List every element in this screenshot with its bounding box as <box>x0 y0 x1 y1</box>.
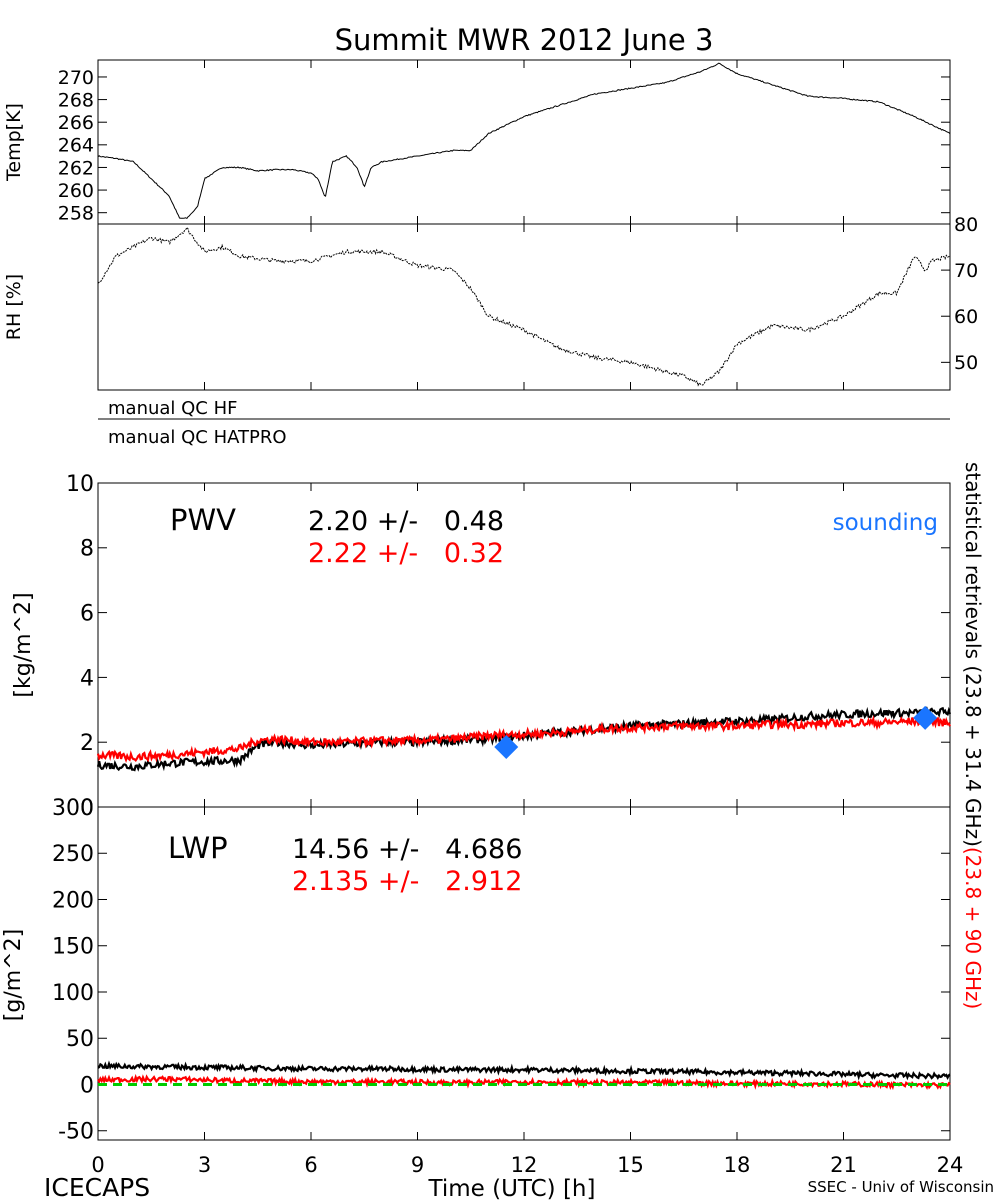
side-label: statistical retrievals (23.8 + 31.4 GHz)… <box>961 462 985 1009</box>
rh-y-tick-label: 70 <box>954 260 978 282</box>
lwp-series-black <box>97 1060 951 1081</box>
lwp-y-tick-label: -50 <box>58 1120 94 1145</box>
temp-y-tick-label: 268 <box>58 89 94 111</box>
x-tick-label: 6 <box>304 1153 317 1177</box>
lwp-y-tick-label: 100 <box>52 981 94 1006</box>
pwv-y-tick-label: 2 <box>80 731 94 756</box>
sounding-point <box>913 705 938 730</box>
x-tick-label: 12 <box>511 1153 538 1177</box>
lwp-y-tick-label: 50 <box>66 1027 94 1052</box>
rh-y-tick-label: 50 <box>954 352 978 374</box>
x-tick-label: 21 <box>830 1153 857 1177</box>
sounding-legend: sounding <box>833 510 938 536</box>
qc-hf-label: manual QC HF <box>108 398 237 419</box>
side-label-black: statistical retrievals (23.8 + 31.4 GHz) <box>961 462 985 847</box>
lwp-y-tick-label: 300 <box>52 796 94 821</box>
qc-hatpro-label: manual QC HATPRO <box>108 427 287 448</box>
pwv-stats-red: 2.22 +/- 0.32 <box>308 538 504 569</box>
temp-y-tick-label: 260 <box>58 180 94 202</box>
footer-left: ICECAPS <box>44 1173 150 1200</box>
temp-y-tick-label: 264 <box>58 135 94 157</box>
x-axis-label: Time (UTC) [h] <box>428 1176 596 1200</box>
temp-y-tick-label: 262 <box>58 157 94 179</box>
lwp-stats-black: 14.56 +/- 4.686 <box>292 834 522 865</box>
x-tick-label: 18 <box>724 1153 751 1177</box>
lwp-y-tick-label: 200 <box>52 888 94 913</box>
pwv-y-axis-label: [kg/m^2] <box>11 592 36 697</box>
temp-series-black <box>97 62 951 220</box>
side-label-red: (23.8 + 90 GHz) <box>961 847 985 1009</box>
pwv-y-tick-label: 10 <box>66 472 94 497</box>
lwp-panel-label: LWP <box>168 831 228 865</box>
x-tick-label: 24 <box>937 1153 964 1177</box>
temp-y-tick-label: 258 <box>58 203 94 225</box>
footer-right: SSEC - Univ of Wisconsin <box>808 1178 994 1196</box>
pwv-series-black <box>96 706 952 772</box>
chart-marks: 258260262264266268270506070800246810-500… <box>52 60 978 1177</box>
chart-title: Summit MWR 2012 June 3 <box>335 23 714 57</box>
x-tick-label: 3 <box>198 1153 211 1177</box>
pwv-series-red <box>96 714 951 764</box>
pwv-y-tick-label: 0 <box>80 796 94 821</box>
x-tick-label: 9 <box>411 1153 424 1177</box>
temp-panel-frame <box>97 59 951 225</box>
temp-y-axis-label: Temp[K] <box>3 103 25 182</box>
rh-y-tick-label: 80 <box>954 214 978 236</box>
lwp-y-tick-label: 250 <box>52 842 94 867</box>
rh-y-axis-label: RH [%] <box>3 274 25 340</box>
pwv-stats-black: 2.20 +/- 0.48 <box>308 506 504 537</box>
pwv-panel-label: PWV <box>170 503 236 537</box>
temp-y-tick-label: 266 <box>58 112 94 134</box>
sounding-point <box>494 735 519 760</box>
lwp-stats-red: 2.135 +/- 2.912 <box>292 866 522 897</box>
lwp-y-axis-label: [g/m^2] <box>1 929 26 1021</box>
pwv-y-tick-label: 6 <box>80 602 94 627</box>
rh-y-tick-label: 60 <box>954 306 978 328</box>
lwp-y-tick-label: 0 <box>80 1073 94 1098</box>
x-tick-label: 0 <box>91 1153 104 1177</box>
temp-y-tick-label: 270 <box>58 67 94 89</box>
pwv-y-tick-label: 8 <box>80 537 94 562</box>
pwv-y-tick-label: 4 <box>80 666 94 691</box>
x-tick-label: 15 <box>617 1153 644 1177</box>
rh-series-black <box>97 226 951 387</box>
lwp-y-tick-label: 150 <box>52 935 94 960</box>
